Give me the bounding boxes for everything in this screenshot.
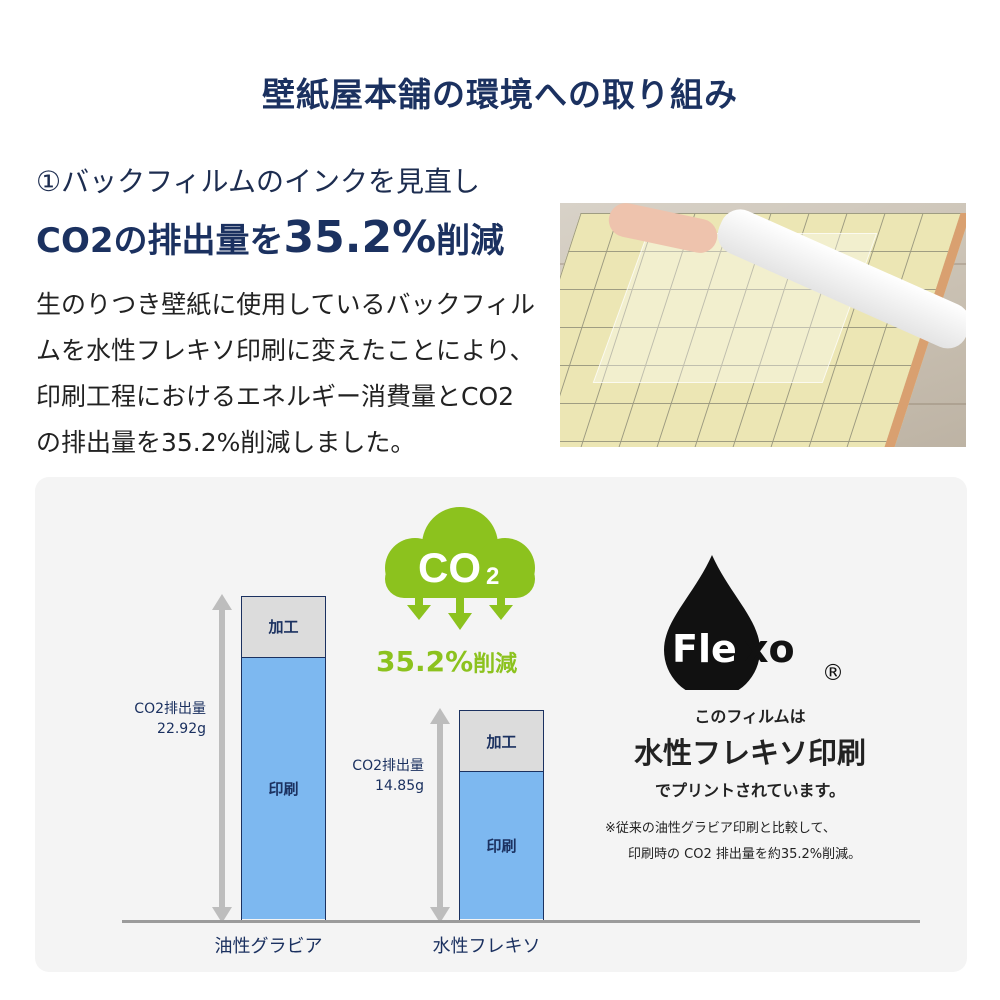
flexo-line2: 水性フレキソ印刷 (633, 736, 866, 770)
registered-mark: ® (822, 661, 844, 686)
section-body: 生のりつき壁紙に使用しているバックフィルムを水性フレキソ印刷に変えたことにより、… (36, 290, 536, 457)
category-label: 水性フレキソ (432, 936, 541, 957)
chart-baseline (122, 920, 920, 923)
svg-text:xo: xo (744, 627, 795, 671)
bar-segment-processing: 加工 (242, 597, 325, 658)
reduction-suffix: 削減 (473, 652, 518, 677)
bar-segment-printing: 印刷 (460, 772, 543, 919)
total-label: CO2排出量 22.92g (31, 699, 206, 739)
total-label-value: 14.85g (375, 777, 424, 794)
footnote-line1: ※従来の油性グラビア印刷と比較して、 (605, 821, 836, 836)
co2-label: CO (418, 544, 481, 591)
flexo-line1: このフィルムは (694, 707, 806, 726)
height-arrow-icon (212, 594, 232, 923)
total-label: CO2排出量 14.85g (249, 756, 424, 796)
bar-segment-processing: 加工 (460, 711, 543, 773)
headline-pre: CO2の排出量を (36, 221, 284, 261)
bar-segment-printing: 印刷 (242, 657, 325, 919)
reduction-label: 35.2%削減 (376, 645, 517, 678)
bar-2: 加工 印刷 (459, 710, 544, 921)
section-headline: CO2の排出量を35.2%削減 (36, 212, 504, 263)
total-label-line1: CO2排出量 (134, 700, 206, 717)
headline-post: 削減 (436, 221, 505, 261)
co2-cloud-icon: CO 2 (385, 507, 535, 630)
total-label-line1: CO2排出量 (352, 757, 424, 774)
reduction-value: 35.2% (376, 645, 474, 678)
section-subtitle: ①バックフィルムのインクを見直し (36, 165, 480, 198)
wallpaper-roll-photo (560, 203, 966, 447)
total-label-value: 22.92g (157, 720, 206, 737)
footnote-line2: 印刷時の CO2 排出量を約35.2%削減。 (628, 847, 862, 862)
page-title: 壁紙屋本舗の環境への取り組み (262, 75, 738, 114)
category-label: 油性グラビア (214, 936, 323, 957)
svg-text:Fle: Fle (672, 627, 737, 671)
flexo-line3: でプリントされています。 (655, 781, 845, 800)
co2-subscript: 2 (486, 563, 499, 590)
flexo-drop-logo: Fle xo ® (664, 555, 844, 690)
height-arrow-icon (430, 708, 450, 923)
headline-value: 35.2% (283, 212, 437, 263)
